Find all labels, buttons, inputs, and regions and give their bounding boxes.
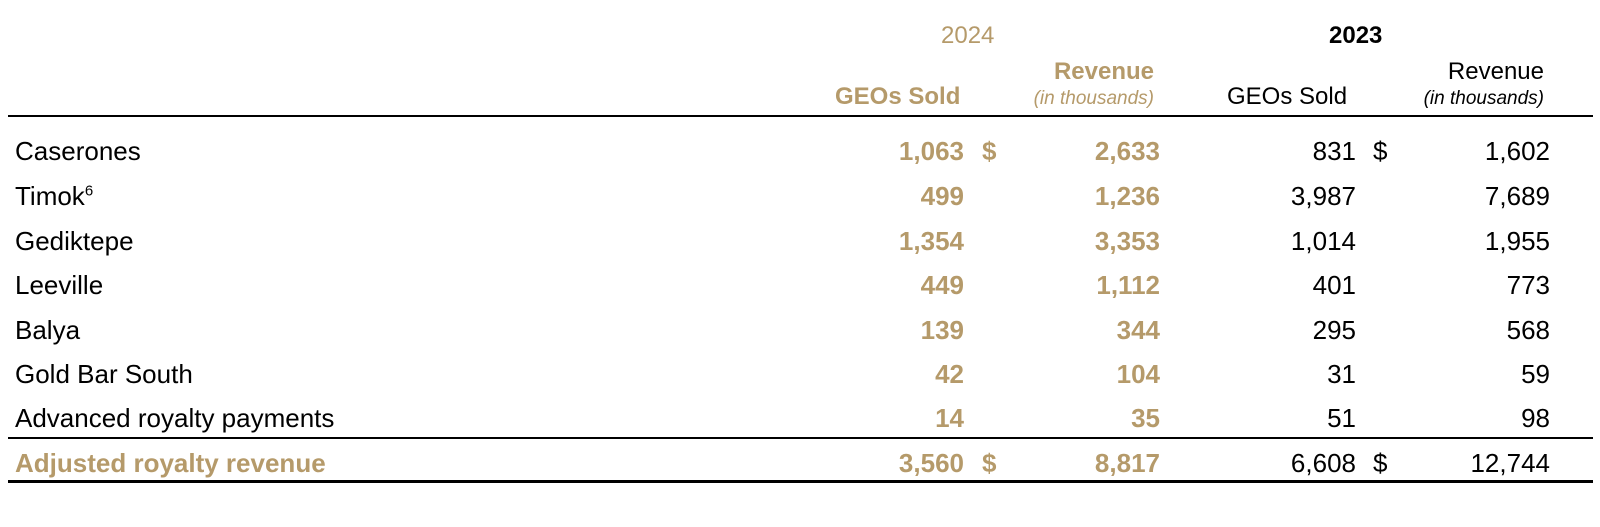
dollar-sign-2023: $ (1373, 136, 1388, 166)
total-label: Adjusted royalty revenue (15, 448, 326, 478)
row-label: Gediktepe (15, 226, 134, 256)
revenue-2023: 7,689 (1484, 181, 1550, 211)
revenue-2024: 35 (1131, 403, 1160, 433)
geos-sold-2024: 1,063 (898, 136, 964, 166)
row-label: Balya (15, 315, 81, 345)
revenue-2024: 1,112 (1096, 270, 1160, 300)
row-label: Advanced royalty payments (15, 403, 335, 433)
revenue-2024-subheader: (in thousands) (1033, 88, 1154, 109)
revenue-2024-header: Revenue (1053, 58, 1154, 85)
table-row: Gediktepe 1,354 3,353 1,014 1,955 (0, 214, 1600, 259)
revenue-2023: 59 (1521, 359, 1550, 389)
total-geos-sold-2023: 6,608 (1290, 448, 1356, 478)
row-label: Leeville (15, 270, 104, 300)
geos-sold-2023: 1,014 (1290, 226, 1356, 256)
total-revenue-2023: 12,744 (1470, 448, 1550, 478)
geos-sold-2023: 31 (1327, 359, 1356, 389)
row-label: Caserones (15, 136, 141, 166)
total-dollar-sign-2024: $ (982, 448, 997, 478)
geos-sold-2024: 1,354 (898, 226, 964, 256)
footnote-marker: 6 (84, 182, 94, 200)
dollar-sign-2024: $ (982, 136, 997, 166)
year-2023-heading: 2023 (1329, 22, 1383, 49)
row-label: Timok6 (15, 181, 94, 211)
revenue-2023-subheader: (in thousands) (1423, 88, 1544, 109)
geos-sold-2023: 831 (1312, 136, 1356, 166)
revenue-2023: 773 (1506, 270, 1550, 300)
total-revenue-2024: 8,817 (1094, 448, 1160, 478)
geos-sold-2023: 51 (1327, 403, 1356, 433)
total-bottom-rule (8, 480, 1593, 483)
total-dollar-sign-2023: $ (1373, 448, 1388, 478)
total-row: Adjusted royalty revenue 3,560 $ 8,817 6… (0, 436, 1600, 481)
table-row: Balya 139 344 295 568 (0, 303, 1600, 348)
revenue-2024: 1,236 (1094, 181, 1160, 211)
geos-sold-2023: 295 (1312, 315, 1356, 345)
geos-sold-2023-header: GEOs Sold (1227, 83, 1348, 110)
total-geos-sold-2024: 3,560 (898, 448, 964, 478)
revenue-2023: 98 (1521, 403, 1550, 433)
year-2024-heading: 2024 (941, 22, 995, 49)
geos-sold-2024-header: GEOs Sold (835, 83, 961, 110)
revenue-2023: 568 (1506, 315, 1550, 345)
revenue-2024: 104 (1116, 359, 1160, 389)
geos-sold-2024: 499 (920, 181, 964, 211)
revenue-2024: 2,633 (1094, 136, 1160, 166)
revenue-2024: 3,353 (1094, 226, 1160, 256)
revenue-2023: 1,602 (1484, 136, 1550, 166)
geos-sold-2024: 139 (920, 315, 964, 345)
total-top-rule (8, 437, 1593, 439)
geos-sold-2024: 14 (935, 403, 964, 433)
geos-sold-2023: 3,987 (1290, 181, 1356, 211)
geos-sold-2024: 449 (920, 270, 964, 300)
table-row: Caserones 1,063 $ 2,633 831 $ 1,602 (0, 124, 1600, 169)
revenue-2024: 344 (1116, 315, 1160, 345)
row-label: Gold Bar South (15, 359, 193, 389)
table-row: Leeville 449 1,112 401 773 (0, 258, 1600, 303)
table-row: Gold Bar South 42 104 31 59 (0, 347, 1600, 392)
header-rule (8, 115, 1593, 117)
table-row: Advanced royalty payments 14 35 51 98 (0, 391, 1600, 436)
geos-sold-2024: 42 (935, 359, 964, 389)
revenue-2023: 1,955 (1484, 226, 1550, 256)
revenue-2023-header: Revenue (1447, 58, 1544, 85)
geos-sold-2023: 401 (1312, 270, 1356, 300)
table-row: Timok6 499 1,236 3,987 7,689 (0, 169, 1600, 214)
